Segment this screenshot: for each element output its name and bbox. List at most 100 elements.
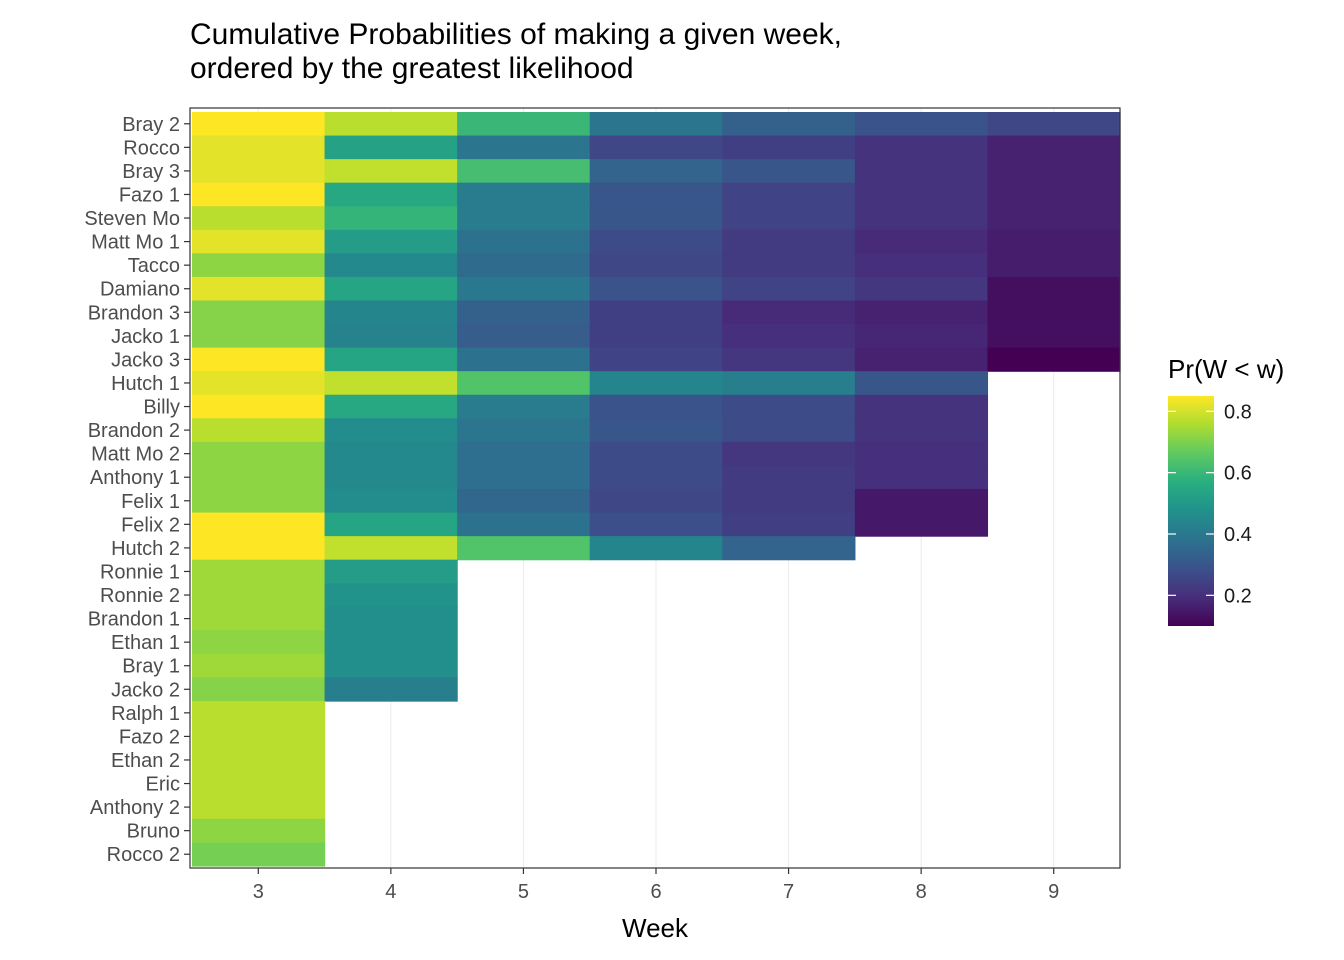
heatmap-cell — [854, 159, 989, 184]
legend-tick-label: 0.8 — [1224, 401, 1252, 423]
heatmap-cell — [457, 512, 591, 537]
y-tick-label: Ronnie 1 — [100, 561, 180, 583]
heatmap-cell — [324, 677, 458, 702]
y-tick-label: Hutch 2 — [111, 538, 180, 560]
heatmap-cell — [854, 489, 989, 514]
y-tick-label: Steven Mo — [84, 208, 180, 230]
y-tick-label: Ralph 1 — [111, 703, 180, 725]
heatmap-cell — [987, 324, 1121, 349]
y-tick-label: Felix 1 — [121, 491, 180, 513]
heatmap-cell — [589, 206, 723, 231]
heatmap-cell — [324, 253, 458, 278]
heatmap-cell — [192, 842, 326, 867]
y-tick-label: Bray 2 — [122, 114, 180, 136]
y-tick-label: Ethan 2 — [111, 750, 180, 772]
heatmap-cell — [987, 135, 1121, 160]
x-tick-label: 8 — [916, 881, 927, 903]
heatmap-cell — [854, 229, 989, 254]
heatmap-cell — [589, 159, 723, 184]
heatmap-cell — [324, 441, 458, 467]
heatmap-cell — [854, 135, 989, 160]
heatmap-cell — [324, 559, 458, 584]
y-tick-label: Anthony 1 — [90, 467, 180, 489]
heatmap-cell — [854, 206, 989, 231]
heatmap-cell — [722, 159, 856, 184]
heatmap-cell — [192, 701, 326, 726]
heatmap-cell — [987, 182, 1121, 207]
heatmap-cell — [192, 724, 326, 749]
x-tick-label: 4 — [385, 881, 396, 903]
heatmap-cell — [854, 253, 989, 278]
heatmap-cell — [722, 465, 856, 490]
heatmap-cells — [192, 112, 1121, 867]
heatmap-cell — [192, 771, 326, 796]
heatmap-cell — [987, 347, 1121, 372]
y-tick-label: Matt Mo 2 — [91, 444, 180, 466]
heatmap-cell — [722, 512, 856, 537]
heatmap-cell — [192, 677, 326, 702]
heatmap-cell — [192, 559, 326, 584]
legend-ticks: 0.2 0.4 0.6 0.8 — [1168, 401, 1252, 607]
y-tick-label: Billy — [143, 397, 180, 419]
heatmap-cell — [854, 512, 989, 537]
x-tick-label: 7 — [783, 881, 794, 903]
heatmap-cell — [854, 465, 989, 490]
heatmap-cell — [457, 135, 591, 160]
y-tick-label: Hutch 1 — [111, 373, 180, 395]
x-tick-label: 6 — [650, 881, 661, 903]
heatmap-cell — [589, 441, 723, 467]
heatmap-cell — [192, 229, 326, 254]
color-legend: Pr(W < w) 0.2 0.4 0.6 0.8 — [1168, 354, 1284, 626]
y-tick-label: Rocco 2 — [107, 844, 180, 866]
heatmap-cell — [457, 182, 591, 207]
plot-border — [189, 107, 1121, 869]
heatmap-cell — [192, 489, 326, 514]
heatmap-cell — [192, 536, 326, 561]
heatmap-cell — [722, 135, 856, 160]
heatmap-cell — [457, 418, 591, 443]
y-tick-label: Fazo 1 — [119, 184, 180, 206]
heatmap-cell — [854, 324, 989, 349]
heatmap-cell — [457, 347, 591, 372]
heatmap-cell — [457, 371, 591, 396]
heatmap-cell — [722, 347, 856, 372]
heatmap-cell — [722, 206, 856, 231]
heatmap-cell — [589, 394, 723, 419]
y-tick-label: Felix 2 — [121, 514, 180, 536]
heatmap-cell — [192, 441, 326, 467]
y-tick-label: Damiano — [100, 279, 180, 301]
x-axis: 3 4 5 6 7 8 9 — [253, 868, 1059, 903]
heatmap-cell — [457, 489, 591, 514]
heatmap-cell — [192, 371, 326, 396]
y-tick-label: Ethan 1 — [111, 632, 180, 654]
heatmap-cell — [987, 159, 1121, 184]
heatmap-cell — [324, 206, 458, 231]
chart-title-line: Cumulative Probabilities of making a giv… — [190, 18, 842, 51]
legend-tick-label: 0.6 — [1224, 463, 1252, 485]
heatmap-cell — [324, 630, 458, 655]
x-tick-label: 3 — [253, 881, 264, 903]
heatmap-cell — [192, 418, 326, 443]
heatmap-cell — [457, 536, 591, 561]
heatmap-cell — [457, 394, 591, 419]
heatmap-cell — [324, 371, 458, 396]
heatmap-cell — [192, 324, 326, 349]
heatmap-cell — [722, 489, 856, 514]
heatmap-cell — [987, 112, 1121, 137]
heatmap-cell — [324, 300, 458, 325]
heatmap-cell — [722, 371, 856, 396]
heatmap-cell — [324, 606, 458, 631]
heatmap-cell — [324, 135, 458, 160]
heatmap-cell — [324, 465, 458, 490]
heatmap-cell — [589, 135, 723, 160]
y-tick-label: Bray 1 — [122, 656, 180, 678]
heatmap-cell — [589, 489, 723, 514]
heatmap-cell — [324, 347, 458, 372]
legend-tick-label: 0.4 — [1224, 524, 1252, 546]
heatmap-cell — [722, 536, 856, 561]
heatmap-cell — [457, 441, 591, 467]
y-tick-label: Rocco — [123, 137, 180, 159]
heatmap-cell — [589, 347, 723, 372]
heatmap-cell — [457, 300, 591, 325]
